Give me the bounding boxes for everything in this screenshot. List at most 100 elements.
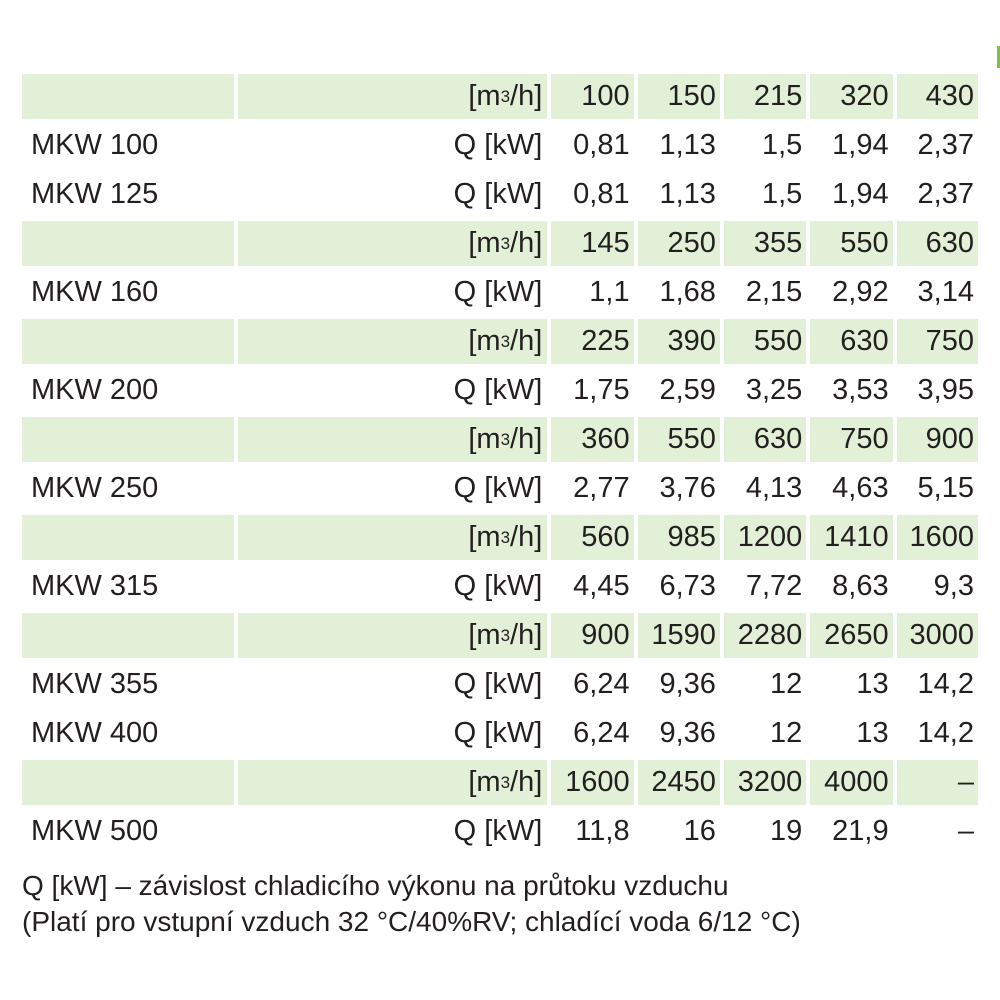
value-cell: 1,5	[761, 129, 803, 161]
unit-cell: [m 3/h]	[238, 760, 548, 805]
value-cell: 0,81	[573, 178, 630, 210]
value-cell: 215	[723, 74, 807, 119]
value-cell: 1,68	[659, 276, 716, 308]
model-cell	[22, 221, 235, 266]
value-cell: 4000	[810, 760, 893, 805]
unit-cell: Q [kW]	[453, 570, 543, 602]
model-cell	[22, 417, 235, 462]
airflow-row: [m 3/h] 145 250 355 550 630	[22, 221, 978, 270]
model-cell: MKW 400	[31, 717, 159, 749]
value-cell: 250	[637, 221, 720, 266]
value-cell: 985	[637, 515, 720, 560]
model-cell: MKW 500	[31, 815, 159, 847]
model-cell: MKW 315	[31, 570, 159, 602]
value-cell: 21,9	[832, 815, 889, 847]
value-cell: –	[957, 815, 974, 847]
value-cell: 390	[637, 319, 720, 364]
value-cell: 8,63	[832, 570, 889, 602]
value-cell: 7,72	[745, 570, 803, 602]
value-cell: 4,63	[832, 472, 889, 504]
value-cell: 12	[770, 717, 803, 749]
value-cell: 2450	[637, 760, 720, 805]
value-cell: 1600	[551, 760, 634, 805]
model-cell	[22, 515, 235, 560]
value-cell: 2650	[810, 613, 893, 658]
unit-cell: [m 3/h]	[238, 74, 548, 119]
value-cell: 550	[637, 417, 720, 462]
value-cell: 430	[896, 74, 978, 119]
model-cell	[22, 760, 235, 805]
value-cell: 6,73	[659, 570, 716, 602]
value-cell: 360	[551, 417, 634, 462]
note-conditions: (Platí pro vstupní vzduch 32 °C/40%RV; c…	[22, 906, 801, 937]
model-cell: MKW 125	[31, 178, 159, 210]
value-cell: 100	[551, 74, 634, 119]
model-cell	[22, 613, 235, 658]
value-cell: 2,37	[917, 129, 974, 161]
value-cell: 2280	[723, 613, 807, 658]
value-cell: 320	[810, 74, 893, 119]
value-cell: 3,95	[917, 374, 974, 406]
value-cell: 9,36	[659, 668, 716, 700]
value-cell: 900	[551, 613, 634, 658]
value-cell: 1410	[810, 515, 893, 560]
value-cell: 3,76	[659, 472, 716, 504]
cooling-capacity-row: MKW 200 Q [kW] 1,75 2,59 3,25 3,53 3,95	[22, 368, 978, 417]
value-cell: 12	[770, 668, 803, 700]
value-cell: 3000	[896, 613, 978, 658]
value-cell: 3,53	[832, 374, 889, 406]
value-cell: 6,24	[573, 668, 630, 700]
value-cell: 3200	[723, 760, 807, 805]
value-cell: 13	[856, 668, 889, 700]
value-cell: 145	[551, 221, 634, 266]
value-cell: 750	[810, 417, 893, 462]
value-cell: 14,2	[917, 668, 974, 700]
unit-cell: Q [kW]	[453, 129, 543, 161]
value-cell: 16	[683, 815, 716, 847]
value-cell: 355	[723, 221, 807, 266]
model-cell	[22, 74, 235, 119]
value-cell: 11,8	[575, 815, 630, 847]
cooling-capacity-row: MKW 125 Q [kW] 0,81 1,13 1,5 1,94 2,37	[22, 172, 978, 221]
unit-cell: Q [kW]	[453, 668, 543, 700]
value-cell: 19	[770, 815, 803, 847]
table-notes: Q [kW] – závislost chladicího výkonu na …	[22, 868, 978, 940]
model-cell: MKW 355	[31, 668, 159, 700]
value-cell: 3,14	[917, 276, 974, 308]
value-cell: 630	[896, 221, 978, 266]
unit-cell: [m 3/h]	[238, 319, 548, 364]
cooling-capacity-row: MKW 100 Q [kW] 0,81 1,13 1,5 1,94 2,37	[22, 123, 978, 172]
unit-cell: [m 3/h]	[238, 221, 548, 266]
value-cell: 2,37	[917, 178, 974, 210]
value-cell: 3,25	[745, 374, 803, 406]
model-cell: MKW 160	[31, 276, 159, 308]
value-cell: 550	[723, 319, 807, 364]
cooling-capacity-row: MKW 400 Q [kW] 6,24 9,36 12 13 14,2	[22, 711, 978, 760]
value-cell: 225	[551, 319, 634, 364]
performance-table: [m 3/h] 100 150 215 320 430 MKW 100 Q [kW] 0,81 1,…	[22, 74, 978, 858]
value-cell: 1,5	[761, 178, 803, 210]
value-cell: 1590	[637, 613, 720, 658]
unit-cell: [m 3/h]	[238, 417, 548, 462]
value-cell: 1,1	[589, 276, 630, 308]
airflow-row: [m 3/h] 100 150 215 320 430	[22, 74, 978, 123]
unit-cell: Q [kW]	[453, 815, 543, 847]
cooling-capacity-row: MKW 315 Q [kW] 4,45 6,73 7,72 8,63 9,3	[22, 564, 978, 613]
value-cell: 14,2	[917, 717, 974, 749]
airflow-row: [m 3/h] 560 985 1200 1410 1600	[22, 515, 978, 564]
value-cell: 1,13	[659, 129, 716, 161]
model-cell	[22, 319, 235, 364]
value-cell: 1600	[896, 515, 978, 560]
note-definition: Q [kW] – závislost chladicího výkonu na …	[22, 870, 729, 901]
value-cell: 750	[896, 319, 978, 364]
cooling-capacity-row: MKW 500 Q [kW] 11,8 16 19 21,9 –	[22, 809, 978, 858]
value-cell: 2,77	[573, 472, 630, 504]
value-cell: 150	[637, 74, 720, 119]
value-cell: 0,81	[573, 129, 630, 161]
value-cell: –	[896, 760, 978, 805]
value-cell: 2,59	[659, 374, 716, 406]
value-cell: 550	[810, 221, 893, 266]
unit-cell: Q [kW]	[453, 374, 543, 406]
model-cell: MKW 100	[31, 129, 159, 161]
unit-cell: [m 3/h]	[238, 515, 548, 560]
